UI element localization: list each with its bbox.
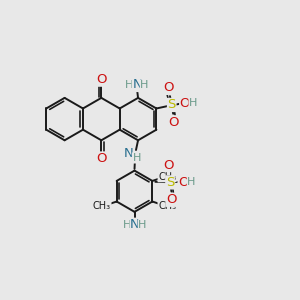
Text: H: H xyxy=(125,80,134,90)
Text: O: O xyxy=(166,193,177,206)
Text: O: O xyxy=(180,97,190,110)
Text: H: H xyxy=(138,220,147,230)
Text: CH₃: CH₃ xyxy=(158,201,176,211)
Text: N: N xyxy=(132,78,142,92)
Text: O: O xyxy=(178,176,188,189)
Text: H: H xyxy=(189,98,197,109)
Text: S: S xyxy=(167,98,176,111)
Text: H: H xyxy=(123,220,131,230)
Text: H: H xyxy=(187,177,196,188)
Text: CH₃: CH₃ xyxy=(93,201,111,211)
Text: O: O xyxy=(96,152,106,165)
Text: H: H xyxy=(140,80,149,90)
Text: CH₃: CH₃ xyxy=(158,172,176,182)
Text: N: N xyxy=(130,218,140,231)
Text: N: N xyxy=(124,147,133,160)
Text: S: S xyxy=(166,176,174,189)
Text: O: O xyxy=(96,73,106,86)
Text: O: O xyxy=(168,116,178,129)
Text: O: O xyxy=(163,158,174,172)
Text: O: O xyxy=(164,81,174,94)
Text: H: H xyxy=(132,153,141,163)
